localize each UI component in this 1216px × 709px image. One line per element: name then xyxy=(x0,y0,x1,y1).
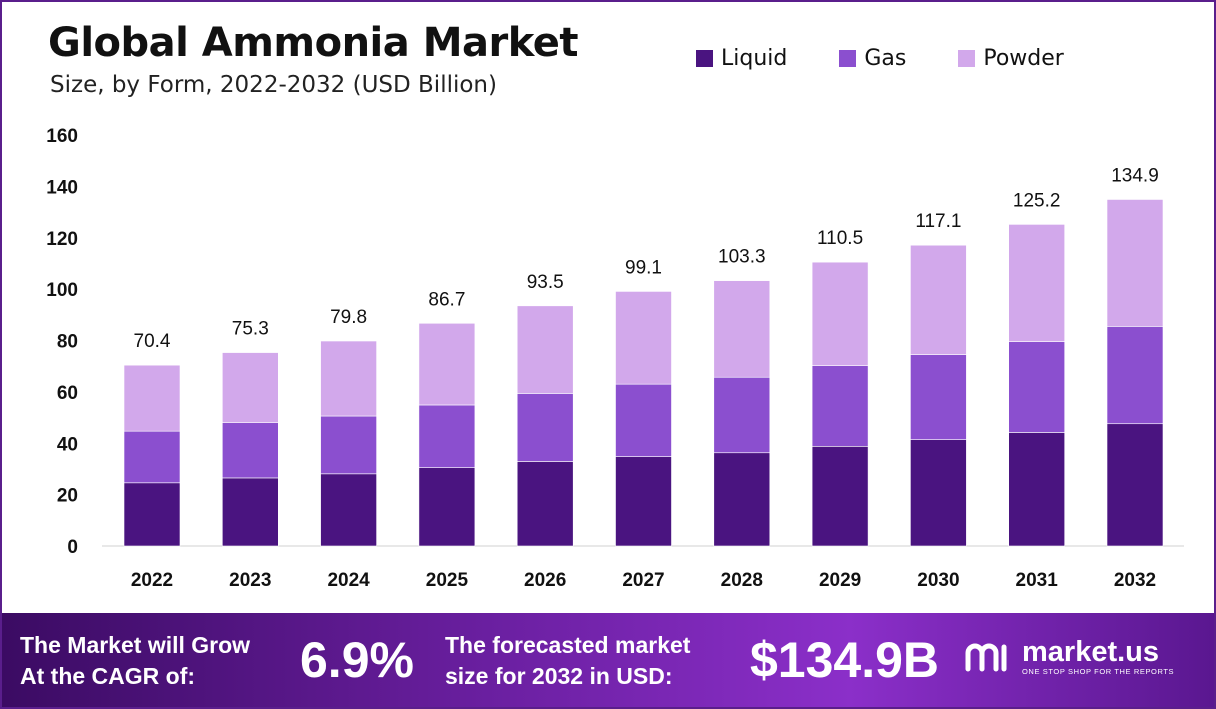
bar-segment-liquid xyxy=(320,473,377,547)
bar-total-label: 117.1 xyxy=(915,211,961,232)
bar-total-label: 86.7 xyxy=(428,289,465,310)
y-tick-label: 160 xyxy=(46,126,78,147)
bar-segment-liquid xyxy=(1106,423,1164,547)
legend: Liquid Gas Powder xyxy=(696,46,1116,71)
legend-swatch-liquid xyxy=(696,50,713,67)
bar-total-label: 99.1 xyxy=(625,257,662,278)
bar-total-label: 79.8 xyxy=(330,307,367,328)
bar-segment-gas xyxy=(910,354,967,440)
bar-segment-gas xyxy=(222,422,279,479)
bar-segment-gas xyxy=(516,393,574,462)
bar-segment-gas xyxy=(1008,341,1066,433)
bar-segment-powder xyxy=(123,364,181,432)
bar-segment-gas xyxy=(811,365,869,447)
cagr-label-line2: At the CAGR of: xyxy=(20,663,196,689)
legend-label-powder: Powder xyxy=(983,46,1064,71)
bar-segment-gas xyxy=(123,430,181,484)
stacked-bar-chart: 0 20 40 60 80 100 120 140 160 70.4 2022 75.3 2023 79.… xyxy=(46,126,1184,591)
brand-tagline: ONE STOP SHOP FOR THE REPORTS xyxy=(1022,667,1175,676)
bar-total-label: 70.4 xyxy=(134,331,171,352)
bar-segment-liquid xyxy=(615,456,672,547)
bar-segment-powder xyxy=(713,280,771,378)
x-tick-label: 2031 xyxy=(1016,570,1059,591)
x-tick-label: 2028 xyxy=(721,570,763,591)
bar-segment-powder xyxy=(910,244,967,355)
x-tick-label: 2025 xyxy=(426,570,469,591)
bar-segment-gas xyxy=(713,376,771,454)
bar-total-label: 93.5 xyxy=(527,272,564,293)
y-tick-label: 40 xyxy=(57,434,78,455)
x-tick-label: 2032 xyxy=(1114,570,1156,591)
cagr-label-line1: The Market will Grow xyxy=(20,632,251,658)
y-tick-label: 140 xyxy=(46,177,78,198)
bar-segment-gas xyxy=(418,404,476,468)
x-tick-label: 2022 xyxy=(131,570,173,591)
x-tick-label: 2024 xyxy=(327,570,370,591)
bar-total-label: 110.5 xyxy=(817,228,863,249)
brand-name: market.us xyxy=(1022,636,1160,668)
cagr-value: 6.9% xyxy=(300,632,414,688)
x-tick-label: 2030 xyxy=(917,570,959,591)
bar-segment-powder xyxy=(615,291,672,385)
bar-segment-powder xyxy=(222,352,279,423)
cagr-label: The Market will Grow At the CAGR of: xyxy=(20,630,250,692)
bar-segment-gas xyxy=(615,383,672,457)
x-tick-label: 2027 xyxy=(622,570,664,591)
y-tick-label: 60 xyxy=(57,383,78,404)
bar-segment-powder xyxy=(320,340,377,417)
chart-subtitle: Size, by Form, 2022-2032 (USD Billion) xyxy=(50,72,497,98)
bar-total-label: 125.2 xyxy=(1013,190,1061,211)
x-tick-label: 2029 xyxy=(819,570,861,591)
market-us-logo-icon xyxy=(965,643,1007,671)
bar-segment-liquid xyxy=(123,482,181,547)
forecast-value: $134.9B xyxy=(750,632,940,688)
legend-item-gas: Gas xyxy=(839,46,906,71)
brand-logo: market.us ONE STOP SHOP FOR THE REPORTS xyxy=(964,637,1174,676)
bar-segment-liquid xyxy=(516,461,574,547)
bar-segment-powder xyxy=(811,261,869,366)
y-tick-label: 100 xyxy=(46,280,78,301)
bar-segment-powder xyxy=(1008,224,1066,342)
chart-title: Global Ammonia Market xyxy=(48,20,579,66)
forecast-label: The forecasted market size for 2032 in U… xyxy=(445,630,690,692)
bar-total-label: 75.3 xyxy=(232,319,269,340)
bar-total-label: 103.3 xyxy=(718,247,766,268)
legend-item-liquid: Liquid xyxy=(696,46,787,71)
legend-label-liquid: Liquid xyxy=(721,46,788,71)
bar-segment-gas xyxy=(1106,326,1164,425)
bar-segment-powder xyxy=(516,305,574,394)
y-tick-label: 0 xyxy=(67,537,78,558)
summary-banner: The Market will Grow At the CAGR of: 6.9… xyxy=(2,613,1214,707)
legend-label-gas: Gas xyxy=(864,46,907,71)
bar-segment-powder xyxy=(1106,199,1164,327)
y-tick-label: 20 xyxy=(57,486,78,507)
x-tick-label: 2023 xyxy=(229,570,271,591)
legend-swatch-gas xyxy=(839,50,857,67)
bar-segment-liquid xyxy=(1008,432,1066,547)
bar-segment-liquid xyxy=(418,467,476,547)
legend-swatch-powder xyxy=(958,50,976,67)
bar-total-label: 134.9 xyxy=(1111,165,1159,186)
bar-segment-gas xyxy=(320,415,377,475)
forecast-label-line2: size for 2032 in USD: xyxy=(445,663,673,689)
bar-segment-liquid xyxy=(811,446,869,547)
legend-item-powder: Powder xyxy=(958,46,1064,71)
y-tick-label: 80 xyxy=(57,332,78,353)
bar-segment-powder xyxy=(418,322,476,406)
bar-segment-liquid xyxy=(910,439,967,547)
y-tick-label: 120 xyxy=(46,229,78,250)
x-tick-label: 2026 xyxy=(524,570,566,591)
bar-segment-liquid xyxy=(222,477,279,547)
forecast-label-line1: The forecasted market xyxy=(445,632,691,658)
bar-segment-liquid xyxy=(713,452,771,547)
